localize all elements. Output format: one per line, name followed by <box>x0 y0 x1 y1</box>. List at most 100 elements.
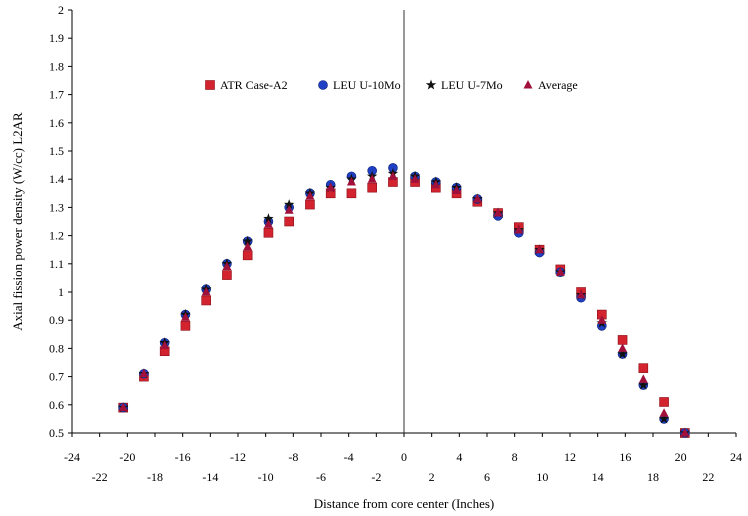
legend-item-leu-u-7mo: LEU U-7Mo <box>425 78 503 92</box>
x-tick-label: -14 <box>202 470 218 484</box>
data-point-atr-case-a2 <box>367 182 377 193</box>
data-point-average <box>597 315 607 324</box>
y-tick-label: 1.7 <box>49 88 64 102</box>
data-point-leu-u-7mo <box>658 413 670 424</box>
data-point-average <box>555 267 565 276</box>
y-tick-label: 1.5 <box>49 144 64 158</box>
data-point-average <box>472 193 482 203</box>
data-point-average <box>514 224 524 234</box>
data-point-average <box>618 343 628 352</box>
x-tick-label: -8 <box>288 450 298 464</box>
data-point-average <box>576 289 586 299</box>
legend-label-leu-u-10mo: LEU U-10Mo <box>333 78 401 92</box>
x-tick-label: 16 <box>619 450 631 464</box>
x-tick-label: 22 <box>702 470 714 484</box>
legend-item-average: Average <box>523 78 578 92</box>
data-point-leu-u-7mo <box>617 348 628 359</box>
y-tick-label: 0.5 <box>49 426 64 440</box>
y-tick-label: 1.1 <box>49 257 64 271</box>
y-tick-label: 0.7 <box>49 370 64 384</box>
x-tick-label: -22 <box>92 470 108 484</box>
data-point-average <box>659 408 669 417</box>
data-point-average <box>326 182 336 192</box>
data-point-atr-case-a2 <box>659 397 669 407</box>
x-tick-label: -18 <box>147 470 163 484</box>
y-tick-label: 0.8 <box>49 341 64 355</box>
data-point-average <box>263 219 273 228</box>
x-tick-label: -12 <box>230 450 246 464</box>
x-tick-label: 8 <box>512 450 518 464</box>
data-point-average <box>139 368 149 378</box>
data-point-atr-case-a2 <box>617 335 628 345</box>
series-average <box>118 171 690 437</box>
y-tick-label: 1.2 <box>49 229 64 243</box>
data-point-atr-case-a2 <box>638 363 649 373</box>
x-tick-label: -2 <box>371 470 381 484</box>
data-point-average <box>367 174 377 183</box>
x-tick-label: -4 <box>344 450 354 464</box>
data-point-average <box>160 340 170 350</box>
x-axis-title: Distance from core center (Inches) <box>314 496 494 511</box>
x-tick-label: 14 <box>592 470 604 484</box>
data-point-atr-case-a2 <box>201 295 211 306</box>
data-point-average <box>201 287 211 296</box>
x-tick-label: 10 <box>536 470 548 484</box>
x-tick-label: -6 <box>316 470 326 484</box>
legend-label-atr-case-a2: ATR Case-A2 <box>220 78 288 92</box>
data-point-atr-case-a2 <box>305 199 315 210</box>
x-tick-label: 2 <box>429 470 435 484</box>
legend-marker-average <box>523 80 533 89</box>
x-tick-label: -10 <box>258 470 274 484</box>
data-point-leu-u-7mo <box>263 213 274 224</box>
x-tick-label: 6 <box>484 470 490 484</box>
legend-marker-leu-u-10mo <box>318 80 328 90</box>
data-point-average <box>284 205 294 214</box>
data-point-atr-case-a2 <box>222 270 232 280</box>
legend-label-average: Average <box>538 78 578 92</box>
data-point-average <box>346 177 356 186</box>
legend-marker-atr-case-a2 <box>205 80 215 90</box>
data-point-average <box>180 312 190 321</box>
x-tick-label: 20 <box>675 450 687 464</box>
axes: 0.5 0.6 0.7 0.8 0.9 1 1.1 1.2 1.3 1.4 1.5 1.6 1.7 1.8… <box>49 3 742 484</box>
y-axis-title: Axial fission power density (W/cc) L2AR <box>10 112 25 331</box>
x-tick-label: 18 <box>647 470 659 484</box>
x-tick-label: 24 <box>730 450 742 464</box>
data-point-average <box>388 171 398 180</box>
x-tick-label: 0 <box>401 450 407 464</box>
x-tick-label: -20 <box>119 450 135 464</box>
y-tick-label: 1.8 <box>49 59 64 73</box>
y-tick-label: 0.9 <box>49 313 64 327</box>
data-point-average <box>431 179 441 189</box>
data-point-atr-case-a2 <box>180 321 191 331</box>
x-tick-label: -24 <box>64 450 80 464</box>
y-tick-label: 1.6 <box>49 116 64 130</box>
data-point-average <box>535 244 545 254</box>
y-tick-label: 1.3 <box>49 200 64 214</box>
data-point-atr-case-a2 <box>263 227 274 238</box>
x-tick-label: 4 <box>456 450 462 464</box>
data-point-average <box>305 191 315 200</box>
y-tick-label: 1.9 <box>49 31 64 45</box>
legend-marker-leu-u-7mo <box>425 79 437 90</box>
data-point-atr-case-a2 <box>284 216 294 227</box>
data-point-average <box>243 241 253 251</box>
data-point-average <box>638 374 648 383</box>
legend-label-leu-u-7mo: LEU U-7Mo <box>441 78 503 92</box>
y-tick-label: 0.6 <box>49 398 64 412</box>
data-point-leu-u-7mo <box>638 379 649 390</box>
data-point-average <box>493 208 503 217</box>
data-point-average <box>410 174 420 183</box>
data-points <box>117 163 691 438</box>
data-point-atr-case-a2 <box>346 188 357 199</box>
x-tick-label: -16 <box>175 450 191 464</box>
y-tick-label: 1 <box>58 285 64 299</box>
legend: ATR Case-A2 LEU U-10Mo LEU U-7Mo Average <box>205 78 578 92</box>
legend-item-leu-u-10mo: LEU U-10Mo <box>318 78 401 92</box>
y-tick-label: 1.4 <box>49 172 64 186</box>
data-point-leu-u-7mo <box>242 235 253 246</box>
x-tick-label: 12 <box>564 450 576 464</box>
legend-item-atr-case-a2: ATR Case-A2 <box>205 78 288 92</box>
